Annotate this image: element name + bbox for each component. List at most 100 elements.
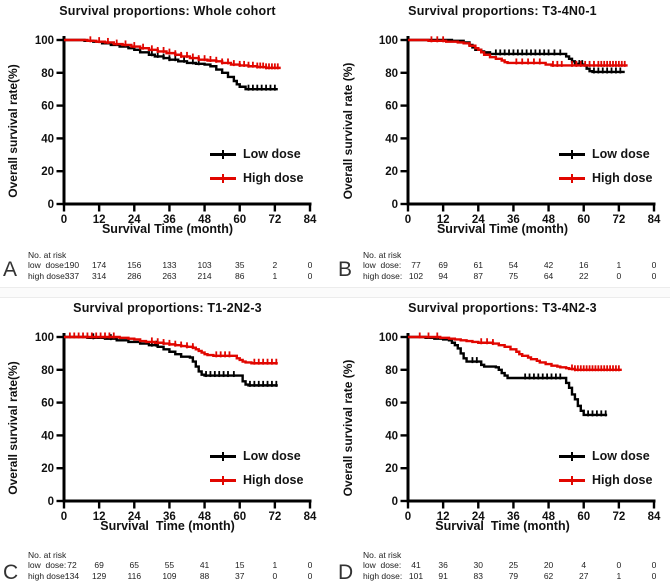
at-risk-count: 0 <box>307 560 313 570</box>
x-tick-label: 36 <box>507 511 520 523</box>
chart-title: Survival proportions: Whole cohort <box>59 4 276 18</box>
x-tick-label: 60 <box>577 214 590 226</box>
at-risk-header: No. at risk <box>28 250 67 260</box>
at-risk-count: 214 <box>197 271 212 281</box>
at-risk-count: 133 <box>162 260 177 270</box>
y-tick-label: 80 <box>385 68 398 80</box>
at-risk-count: 0 <box>616 560 622 570</box>
chart-title: Survival proportions: T3-4N0-1 <box>408 4 597 18</box>
x-tick-label: 84 <box>304 511 317 523</box>
at-risk-label: low dose: <box>28 260 67 270</box>
x-tick-label: 48 <box>542 214 555 226</box>
at-risk-count: 22 <box>578 271 589 281</box>
legend-item-high-dose: High dose <box>210 170 303 186</box>
at-risk-count: 116 <box>127 571 142 581</box>
at-risk-count: 88 <box>199 571 210 581</box>
at-risk-count: 42 <box>543 260 554 270</box>
at-risk-count: 15 <box>234 560 245 570</box>
x-tick-label: 48 <box>198 214 211 226</box>
x-tick-label: 12 <box>437 214 450 226</box>
y-tick-label: 80 <box>41 68 54 80</box>
at-risk-count: 61 <box>473 260 484 270</box>
x-tick-label: 0 <box>405 214 411 226</box>
x-tick-label: 48 <box>542 511 555 523</box>
y-tick-label: 80 <box>385 365 398 377</box>
km-curve-high-dose <box>408 335 622 371</box>
at-risk-count: 36 <box>438 560 448 570</box>
at-risk-row-high: high dose: 337 314 286 263 214 86 1 0 <box>0 271 335 281</box>
legend-item-high-dose: High dose <box>559 472 652 488</box>
at-risk-row-low: low dose: 72 69 65 55 41 15 1 0 <box>0 560 335 570</box>
x-tick-label: 0 <box>405 511 411 523</box>
at-risk-count: 83 <box>473 571 484 581</box>
x-tick-label: 72 <box>268 511 281 523</box>
x-axis-label: Survival Time (month) <box>435 519 570 533</box>
x-tick-label: 84 <box>648 511 661 523</box>
km-curve-high-dose <box>408 38 628 67</box>
at-risk-count: 62 <box>543 571 554 581</box>
panel-d: Survival proportions: T3-4N2-3 Overall s… <box>335 297 670 587</box>
at-risk-count: 25 <box>508 560 519 570</box>
at-risk-count: 0 <box>651 260 657 270</box>
at-risk-count: 0 <box>307 571 313 581</box>
at-risk-count: 0 <box>272 571 278 581</box>
x-tick-label: 12 <box>93 214 106 226</box>
panel-letter: C <box>3 561 19 584</box>
at-risk-label: high dose: <box>363 571 403 581</box>
at-risk-count: 156 <box>127 260 142 270</box>
at-risk-count: 0 <box>307 271 313 281</box>
x-tick-label: 60 <box>233 214 246 226</box>
high-dose-line-icon <box>559 173 585 183</box>
high-dose-line-icon <box>559 475 585 485</box>
x-tick-label: 72 <box>268 214 281 226</box>
at-risk-count: 1 <box>272 560 278 570</box>
at-risk-count: 2 <box>272 260 278 270</box>
at-risk-count: 0 <box>616 271 622 281</box>
x-tick-label: 24 <box>128 214 141 226</box>
x-tick-label: 0 <box>61 214 67 226</box>
km-curve-low-dose <box>408 38 625 74</box>
y-tick-label: 60 <box>41 398 54 410</box>
y-tick-label: 0 <box>392 199 398 211</box>
at-risk-count: 86 <box>234 271 245 281</box>
at-risk-count: 1 <box>616 260 622 270</box>
low-dose-line-icon <box>210 149 236 159</box>
at-risk-count: 263 <box>162 271 177 281</box>
at-risk-count: 37 <box>234 571 245 581</box>
at-risk-count: 55 <box>164 560 175 570</box>
x-tick-label: 0 <box>61 511 67 523</box>
legend-item-high-dose: High dose <box>210 472 303 488</box>
x-tick-label: 12 <box>437 511 450 523</box>
at-risk-count: 41 <box>199 560 210 570</box>
high-dose-line-icon <box>210 173 236 183</box>
at-risk-count: 0 <box>307 260 313 270</box>
y-tick-label: 60 <box>385 398 398 410</box>
km-curve-low-dose <box>64 335 278 387</box>
x-tick-label: 84 <box>304 214 317 226</box>
legend: Low dose High dose <box>210 146 303 194</box>
low-dose-line-icon <box>559 451 585 461</box>
at-risk-count: 0 <box>651 560 657 570</box>
at-risk-count: 65 <box>129 560 140 570</box>
at-risk-count: 4 <box>581 560 587 570</box>
legend-item-low-dose: Low dose <box>210 146 303 162</box>
km-plot: 0 12 24 36 48 60 72 84 0 20 40 60 80 100 <box>35 332 317 523</box>
panel-b: Survival proportions: T3-4N0-1 Overall s… <box>335 0 670 290</box>
x-tick-label: 84 <box>648 214 661 226</box>
at-risk-count: 101 <box>408 571 424 581</box>
x-tick-label: 36 <box>163 214 176 226</box>
at-risk-count: 16 <box>578 260 589 270</box>
at-risk-count: 79 <box>508 571 519 581</box>
at-risk-count: 20 <box>543 560 554 570</box>
y-tick-label: 100 <box>35 35 54 47</box>
legend-item-low-dose: Low dose <box>559 146 652 162</box>
at-risk-count: 87 <box>473 271 484 281</box>
at-risk-header: No. at risk <box>363 550 402 560</box>
at-risk-count: 77 <box>411 260 421 270</box>
km-curve-low-dose <box>64 38 278 91</box>
at-risk-label: high dose: <box>28 571 68 581</box>
legend-item-low-dose: Low dose <box>559 448 652 464</box>
panel-c: Survival proportions: T1-2N2-3 Overall s… <box>0 297 335 587</box>
y-tick-label: 20 <box>41 166 54 178</box>
at-risk-label: high dose: <box>28 271 68 281</box>
